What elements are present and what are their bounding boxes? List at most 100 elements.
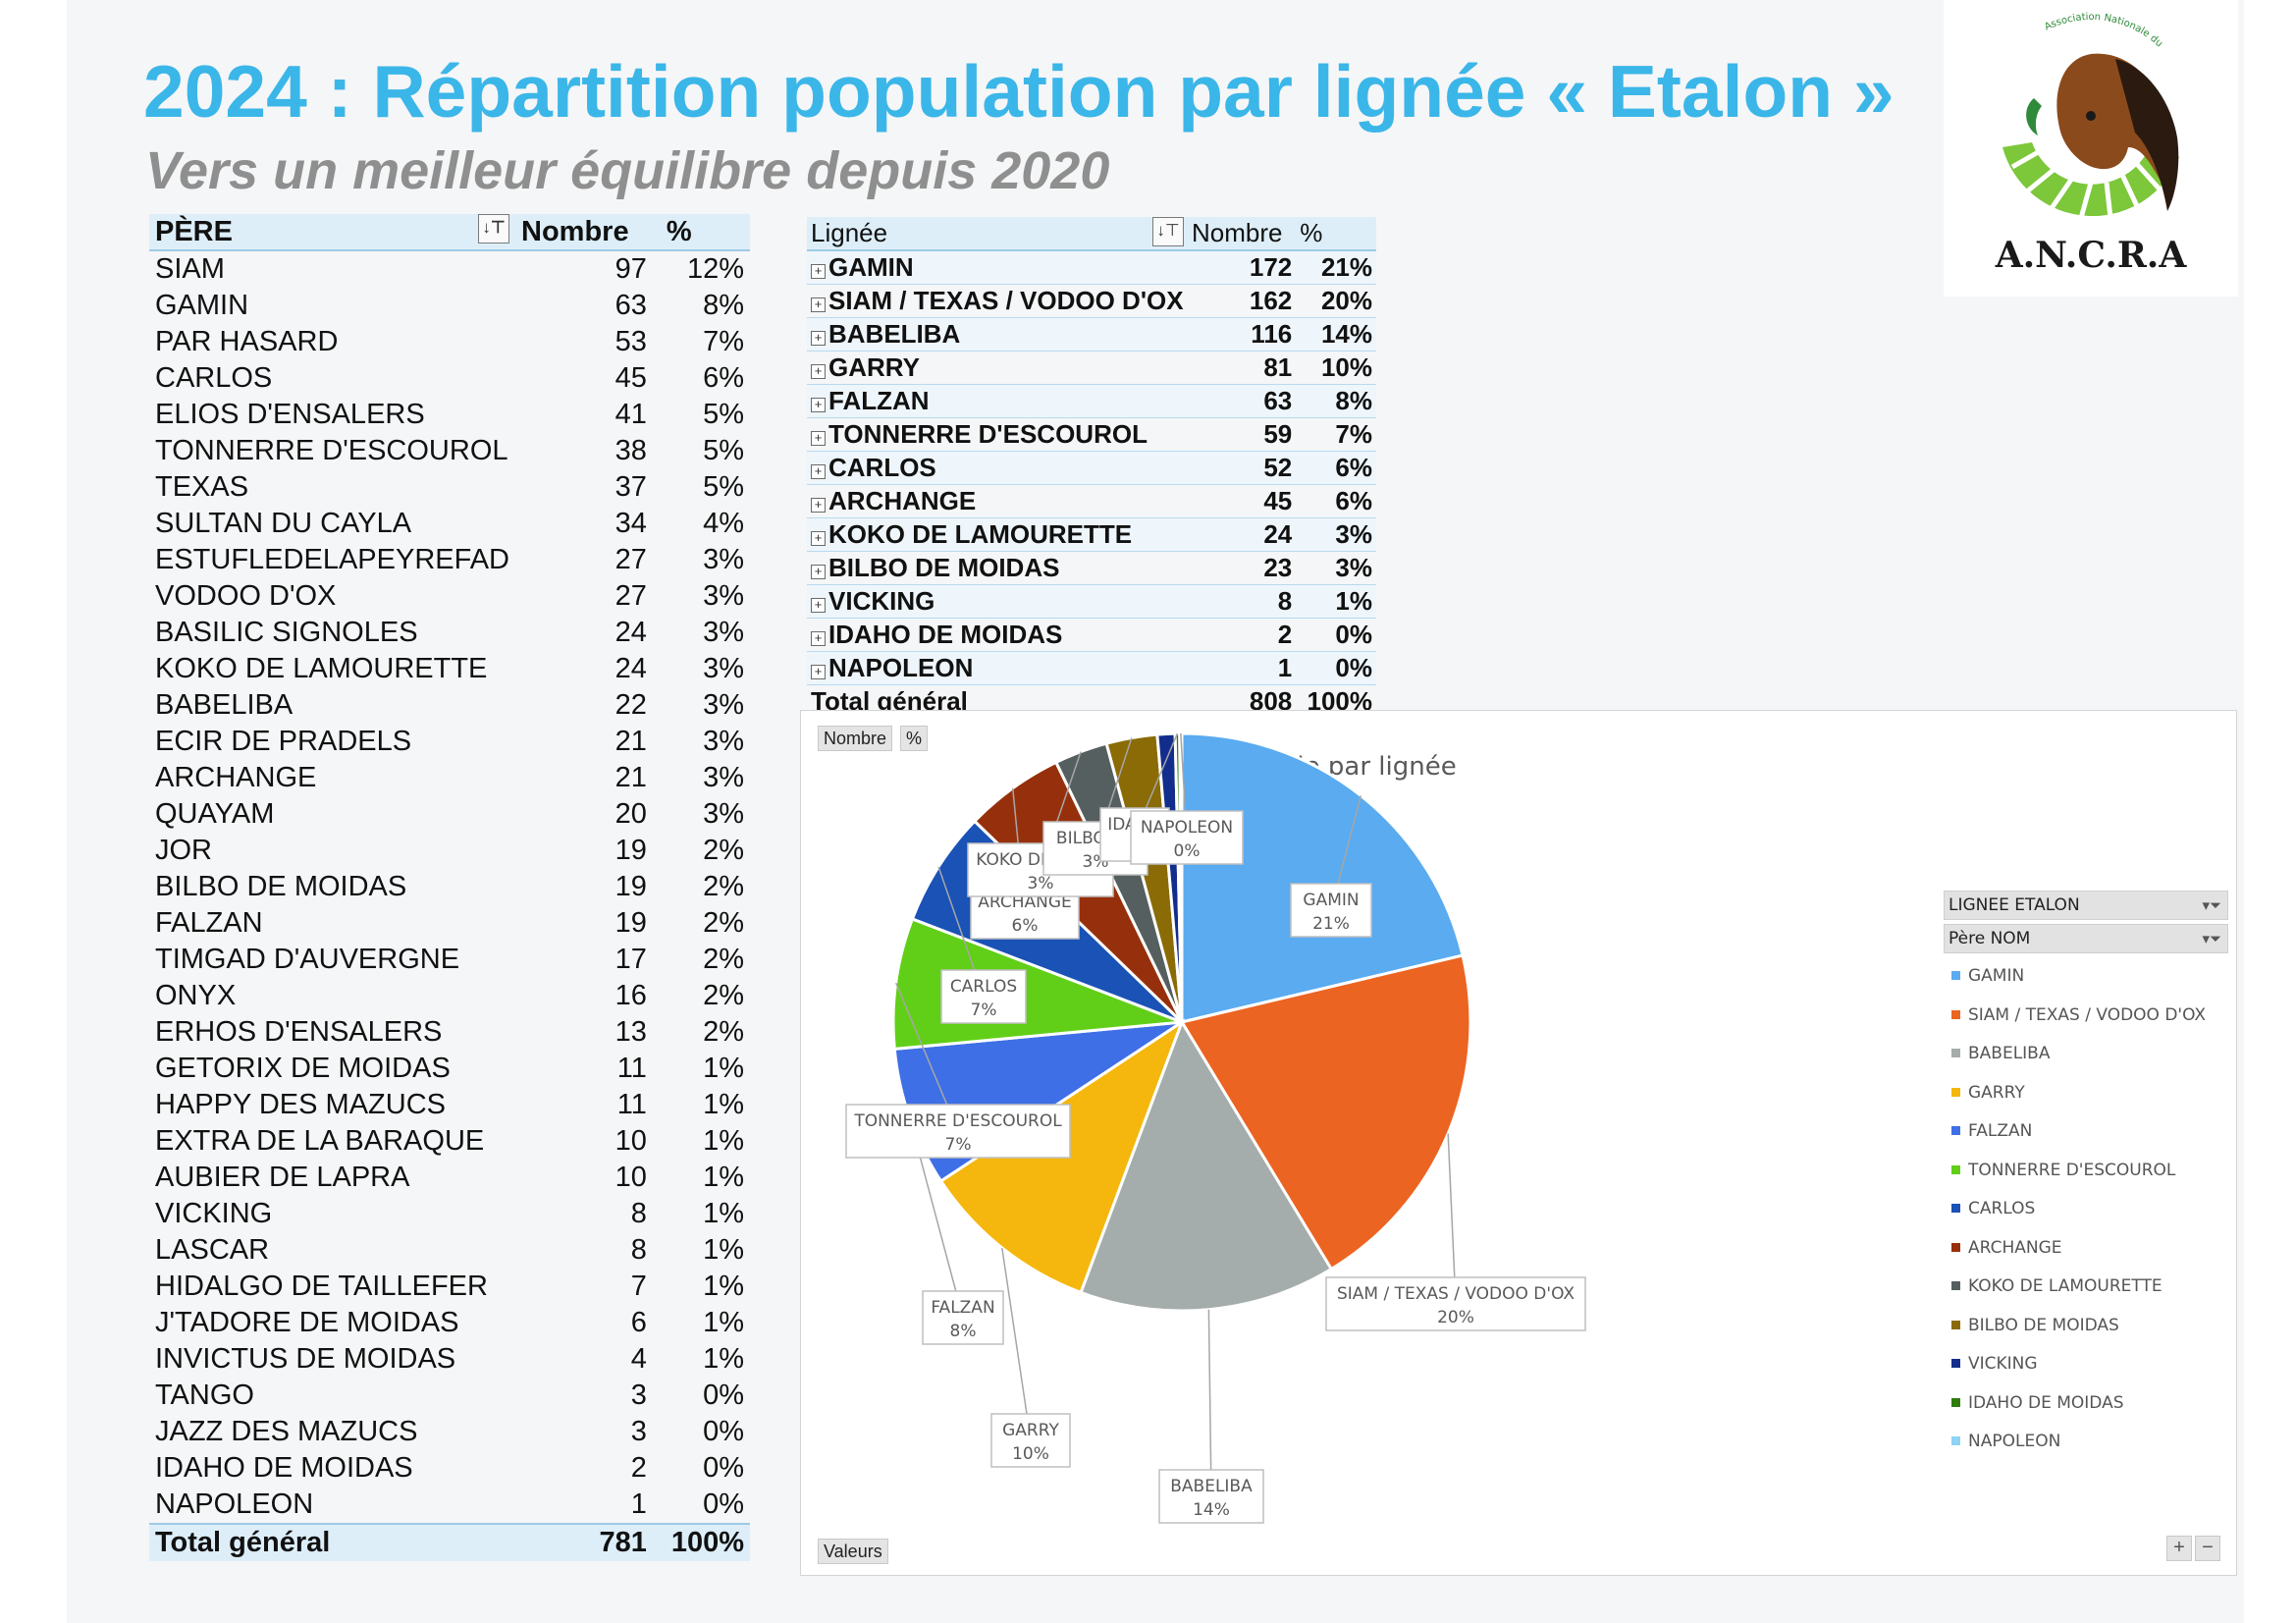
expand-icon[interactable]: + [811,298,826,312]
pere-name: BASILIC SIGNOLES [155,617,418,648]
table-row: TEXAS 37 5% [149,469,750,506]
legend-item[interactable]: KOKO DE LAMOURETTE [1944,1268,2228,1307]
lignee-table: Lignée ↓⊤ Nombre % + GAMIN 172 21% + SIAM / TE… [807,217,1376,718]
pere-count: 27 [614,544,647,575]
legend-item[interactable]: ARCHANGE [1944,1229,2228,1269]
pere-percent: 3% [703,726,744,757]
expand-icon[interactable]: + [811,531,826,546]
lignee-count: 172 [1188,250,1297,285]
legend-filter-label: LIGNEE ETALON [1949,895,2080,915]
legend-item[interactable]: GAMIN [1944,957,2228,997]
field-button-nombre[interactable]: Nombre [818,726,893,751]
table-row: + BILBO DE MOIDAS 23 3% [807,551,1376,585]
pivot-chart-panel: Nombre % Population totale par lignéeGAM… [800,710,2237,1576]
data-label-percent: 14% [1193,1500,1230,1520]
pere-percent: 3% [703,544,744,575]
lignee-percent: 14% [1296,317,1376,352]
collapse-button[interactable]: − [2195,1536,2220,1561]
legend-item[interactable]: TONNERRE D'ESCOUROL [1944,1152,2228,1191]
filter-icon[interactable]: ▾⏷ [2202,930,2221,947]
expand-icon[interactable]: + [811,264,826,279]
legend-item[interactable]: FALZAN [1944,1112,2228,1152]
lignee-percent: 21% [1296,250,1376,285]
expand-icon[interactable]: + [811,464,826,479]
sort-filter-icon[interactable]: ↓⊤ [478,214,509,243]
table-row: VODOO D'OX 27 3% [149,578,750,615]
data-label-percent: 7% [971,1001,997,1020]
expand-icon[interactable]: + [811,498,826,513]
pere-count: 19 [614,871,647,902]
data-label-name: CARLOS [950,977,1017,997]
pere-name: VODOO D'OX [155,580,337,612]
pere-table: PÈRE ↓⊤ Nombre % SIAM 97 12% GAMIN 63 8% PAR HA… [149,214,750,1561]
lignee-percent: 20% [1296,284,1376,318]
data-label-name: BABELIBA [1170,1477,1253,1496]
pere-percent: 7% [703,326,744,357]
data-label-percent: 7% [945,1135,972,1155]
legend-label: BABELIBA [1968,1044,2051,1063]
pere-name: SULTAN DU CAYLA [155,508,412,539]
pere-percent: 1% [703,1089,744,1120]
zoom-buttons: + − [2163,1536,2220,1561]
data-label-percent: 0% [1174,841,1201,861]
data-label-percent: 3% [1028,874,1054,893]
pere-count: 8 [630,1198,647,1229]
expand-icon[interactable]: + [811,331,826,346]
legend-item[interactable]: CARLOS [1944,1190,2228,1229]
legend-filter-label: Père NOM [1949,929,2031,948]
pere-total-row: Total général 781 100% [149,1523,750,1561]
legend-item[interactable]: NAPOLEON [1944,1423,2228,1462]
pere-name: BABELIBA [155,689,294,721]
expand-icon[interactable]: + [811,598,826,613]
legend-item[interactable]: BABELIBA [1944,1035,2228,1074]
filter-icon[interactable]: ▾⏷ [2202,896,2221,914]
legend-filter-pere[interactable]: Père NOM ▾⏷ [1944,924,2228,953]
field-button-percent[interactable]: % [900,726,929,751]
lignee-name-cell: + VICKING [807,584,1188,619]
legend-label: TONNERRE D'ESCOUROL [1968,1160,2176,1180]
pere-percent: 1% [703,1234,744,1266]
table-row: + NAPOLEON 1 0% [807,651,1376,685]
expand-icon[interactable]: + [811,631,826,646]
pere-name: QUAYAM [155,798,275,830]
legend-item[interactable]: BILBO DE MOIDAS [1944,1307,2228,1346]
legend-item[interactable]: VICKING [1944,1345,2228,1384]
pie-slice[interactable] [1079,1018,1334,1313]
lignee-percent: 1% [1296,584,1376,619]
lignee-header-cell[interactable]: Lignée ↓⊤ [807,217,1188,251]
expand-icon[interactable]: + [811,398,826,412]
pere-percent: 2% [703,835,744,866]
legend-item[interactable]: IDAHO DE MOIDAS [1944,1384,2228,1424]
data-label-percent: 21% [1312,914,1350,934]
legend-item[interactable]: GARRY [1944,1074,2228,1113]
table-row: + ARCHANGE 45 6% [807,484,1376,518]
expand-button[interactable]: + [2166,1536,2192,1561]
legend-swatch [1951,1436,1960,1445]
expand-icon[interactable]: + [811,665,826,679]
table-row: ELIOS D'ENSALERS 41 5% [149,397,750,433]
pere-percent: 0% [703,1380,744,1411]
legend-swatch [1951,1087,1960,1097]
expand-icon[interactable]: + [811,565,826,579]
sort-filter-icon[interactable]: ↓⊤ [1152,217,1184,246]
pie-slice[interactable] [1180,731,1465,1024]
table-row: INVICTUS DE MOIDAS 4 1% [149,1341,750,1378]
legend-item[interactable]: SIAM / TEXAS / VODOO D'OX [1944,997,2228,1036]
pere-name: GAMIN [155,290,249,321]
pere-name: TANGO [155,1380,254,1411]
values-button[interactable]: Valeurs [818,1539,888,1564]
data-label-box [1158,1469,1264,1524]
lignee-count: 116 [1188,317,1297,352]
page-subtitle: Vers un meilleur équilibre depuis 2020 [145,141,1110,200]
legend-items: GAMIN SIAM / TEXAS / VODOO D'OX BABELIBA GA… [1944,957,2228,1462]
legend-swatch [1951,1049,1960,1057]
table-row: BASILIC SIGNOLES 24 3% [149,615,750,651]
pere-count: 21 [614,762,647,793]
lignee-name: TONNERRE D'ESCOUROL [828,419,1148,449]
expand-icon[interactable]: + [811,431,826,446]
legend-filter-lignee[interactable]: LIGNEE ETALON ▾⏷ [1944,891,2228,920]
logo-face-profile [2026,98,2042,135]
lignee-name-cell: + TONNERRE D'ESCOUROL [807,417,1188,452]
pere-header-cell[interactable]: PÈRE ↓⊤ [149,214,515,251]
expand-icon[interactable]: + [811,364,826,379]
